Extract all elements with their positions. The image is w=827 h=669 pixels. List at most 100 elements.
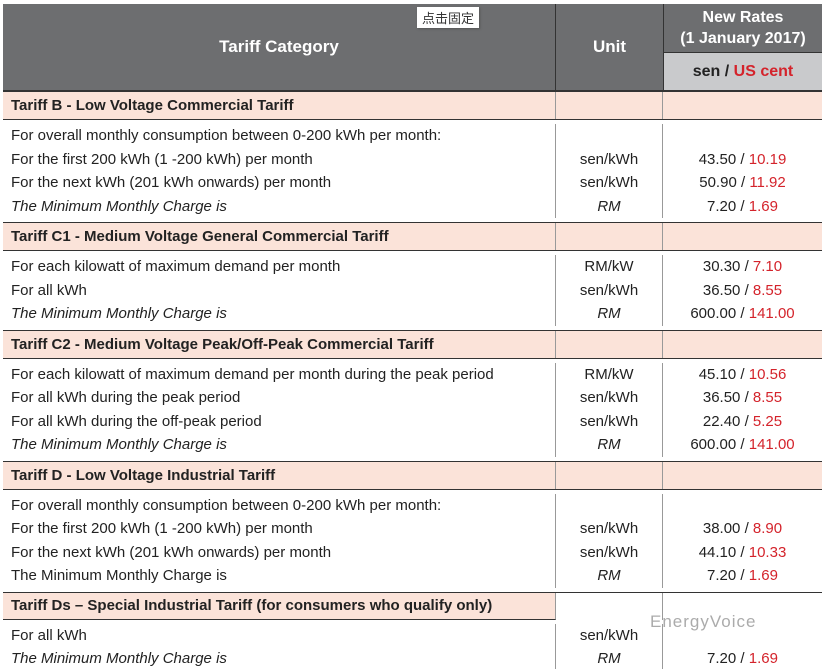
section-body: For overall monthly consumption between … <box>3 490 822 593</box>
row-description: The Minimum Monthly Charge is <box>3 433 556 457</box>
rate-sep: / <box>736 567 749 585</box>
rate-sen: 7.20 <box>707 197 737 215</box>
row-description: For all kWh during the peak period <box>3 386 556 410</box>
row-unit: RM/kW <box>556 255 663 279</box>
table-row: The Minimum Monthly Charge is RM 7.20 / 1.… <box>3 194 822 219</box>
row-description: For overall monthly consumption between … <box>3 493 556 517</box>
table-row: The Minimum Monthly Charge is RM 600.00 / … <box>3 433 822 457</box>
rate-sep: / <box>736 305 749 323</box>
rate-sen: 7.20 <box>707 650 737 668</box>
row-description: The Minimum Monthly Charge is <box>3 564 556 588</box>
section-body: For each kilowatt of maximum demand per … <box>3 359 822 462</box>
rate-sep: / <box>736 365 749 383</box>
section-title: Tariff D - Low Voltage Industrial Tariff <box>3 461 556 489</box>
row-unit: sen/kWh <box>556 386 663 410</box>
section-unit-cell <box>556 330 663 358</box>
rate-sep: / <box>740 412 753 430</box>
table-row: The Minimum Monthly Charge is RM 600.00 / … <box>3 302 822 326</box>
table-row: The Minimum Monthly Charge is RM 7.20 / 1.… <box>3 647 822 669</box>
table-row: For overall monthly consumption between … <box>3 124 822 148</box>
row-rate: 50.90 / 11.92 <box>663 171 822 195</box>
watermark: EnergyVoice <box>650 612 757 631</box>
row-description: The Minimum Monthly Charge is <box>3 194 556 218</box>
table-row: For each kilowatt of maximum demand per … <box>3 255 822 279</box>
rate-sep: / <box>736 650 749 668</box>
rate-us: 10.56 <box>748 365 787 383</box>
rate-sen: 600.00 <box>690 436 737 454</box>
currency-sen: sen <box>692 62 721 80</box>
rate-us: 5.25 <box>752 412 783 430</box>
table-row: For all kWh during the off-peak period se… <box>3 409 822 434</box>
row-unit: RM <box>556 194 663 218</box>
row-unit: sen/kWh <box>556 171 663 195</box>
row-rate: 36.50 / 8.55 <box>663 279 822 303</box>
section-unit-cell <box>556 92 663 119</box>
row-unit: RM/kW <box>556 362 663 386</box>
section-title: Tariff C1 - Medium Voltage General Comme… <box>3 223 556 250</box>
row-unit: sen/kWh <box>556 540 663 564</box>
table-row: For the next kWh (201 kWh onwards) per m… <box>3 540 822 565</box>
section-header: Tariff Ds – Special Industrial Tariff (f… <box>3 592 822 620</box>
row-description: For each kilowatt of maximum demand per … <box>3 362 556 386</box>
rate-sep: / <box>736 197 749 215</box>
rate-sep: / <box>736 543 749 561</box>
row-description: For the first 200 kWh (1 -200 kWh) per m… <box>3 147 556 171</box>
header-unit: Unit <box>556 4 664 90</box>
row-description: For all kWh during the off-peak period <box>3 409 556 433</box>
section-unit-cell <box>556 461 663 489</box>
rate-us: 11.92 <box>749 174 786 192</box>
row-unit: sen/kWh <box>556 278 663 302</box>
currency-us: US cent <box>733 62 794 80</box>
rate-us: 10.19 <box>748 150 787 168</box>
row-description: For the next kWh (201 kWh onwards) per m… <box>3 540 556 564</box>
section-unit-cell <box>556 592 663 620</box>
section-header: Tariff B - Low Voltage Commercial Tariff <box>3 92 822 120</box>
rate-us: 8.90 <box>752 520 783 538</box>
section-body: For each kilowatt of maximum demand per … <box>3 251 822 331</box>
section-body: For all kWh sen/kWh The Minimum Monthly Ch… <box>3 620 822 669</box>
table-row: The Minimum Monthly Charge is RM 7.20 / 1.… <box>3 564 822 588</box>
table-row: For overall monthly consumption between … <box>3 493 822 518</box>
row-rate: 22.40 / 5.25 <box>663 410 822 434</box>
row-rate: 30.30 / 7.10 <box>663 255 822 279</box>
row-unit <box>556 493 663 517</box>
row-unit: sen/kWh <box>556 409 663 433</box>
rate-us: 141.00 <box>748 305 795 323</box>
rate-sen: 7.20 <box>707 567 737 585</box>
pin-button[interactable]: 点击固定 <box>416 7 479 28</box>
rate-sen: 22.40 <box>702 412 741 430</box>
row-rate <box>663 494 822 518</box>
row-description: For all kWh <box>3 278 556 302</box>
row-unit: RM <box>556 302 663 326</box>
table-row: For all kWh sen/kWh 36.50 / 8.55 <box>3 278 822 303</box>
row-unit: sen/kWh <box>556 623 663 647</box>
row-description: For all kWh <box>3 623 556 647</box>
row-description: For each kilowatt of maximum demand per … <box>3 255 556 279</box>
rate-sep: / <box>740 520 753 538</box>
row-unit: RM <box>556 647 663 669</box>
row-rate <box>663 124 822 148</box>
row-rate: 43.50 / 10.19 <box>663 148 822 172</box>
rate-sen: 44.10 <box>698 543 737 561</box>
row-unit <box>556 124 663 148</box>
rate-sep: / <box>740 389 753 407</box>
row-description: For the first 200 kWh (1 -200 kWh) per m… <box>3 517 556 541</box>
header-category-label: Tariff Category <box>219 37 339 56</box>
row-description: For the next kWh (201 kWh onwards) per m… <box>3 171 556 195</box>
rate-sen: 38.00 <box>702 520 741 538</box>
rate-us: 1.69 <box>748 197 778 215</box>
row-unit: sen/kWh <box>556 147 663 171</box>
row-rate: 44.10 / 10.33 <box>663 541 822 565</box>
rate-us: 141.00 <box>748 436 795 454</box>
rate-sen: 50.90 <box>699 174 737 192</box>
row-rate: 45.10 / 10.56 <box>663 363 822 387</box>
row-rate: 600.00 / 141.00 <box>663 302 822 326</box>
section-rate-cell <box>663 223 822 250</box>
rate-sen: 43.50 <box>698 150 737 168</box>
rate-sen: 30.30 <box>702 258 741 276</box>
rate-sen: 45.10 <box>698 365 737 383</box>
row-rate: 7.20 / 1.69 <box>663 195 822 219</box>
header-rates-date: (1 January 2017) <box>680 30 806 47</box>
rate-us: 1.69 <box>748 567 778 585</box>
